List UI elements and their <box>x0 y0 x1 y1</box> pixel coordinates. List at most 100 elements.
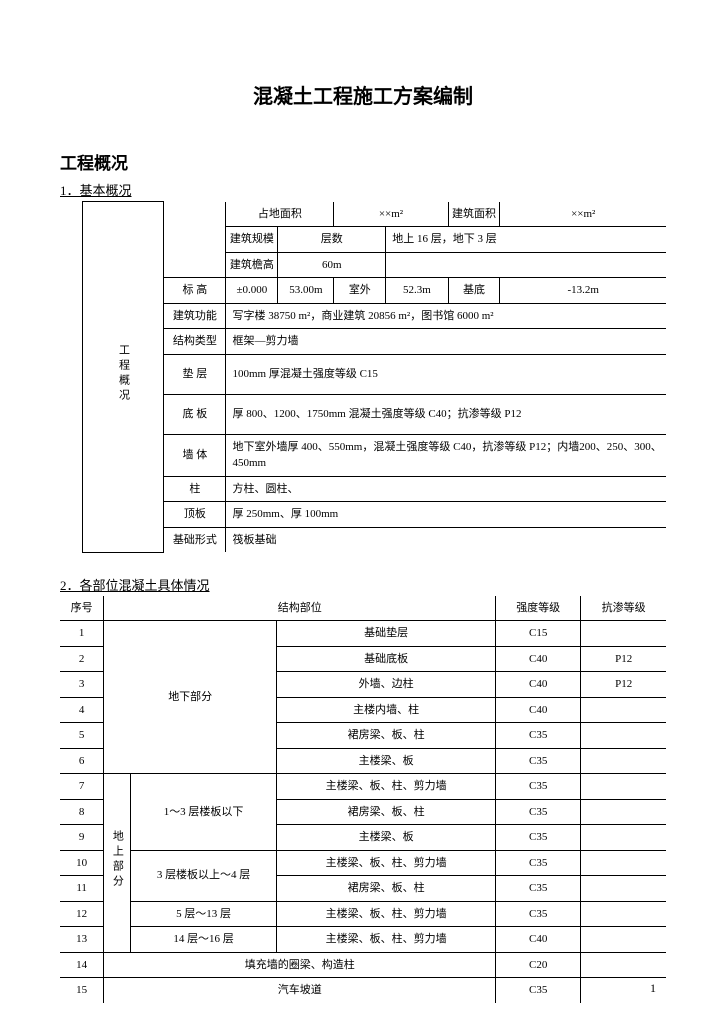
cell: ××m² <box>334 202 448 227</box>
cell <box>581 748 666 774</box>
cell: 方柱、圆柱、 <box>226 476 666 502</box>
section-heading: 工程概况 <box>60 149 666 174</box>
cell: 层数 <box>278 227 386 253</box>
cell: 1 <box>60 621 104 647</box>
scale-blank <box>164 202 226 278</box>
cell: ±0.000 <box>226 278 278 304</box>
cell: 顶板 <box>164 502 226 528</box>
cell: 基础底板 <box>277 646 496 672</box>
cell: 裙房梁、板、柱 <box>277 876 496 902</box>
cell <box>581 876 666 902</box>
cell: 写字楼 38750 m²，商业建筑 20856 m²，图书馆 6000 m² <box>226 303 666 329</box>
th-grade: 强度等级 <box>496 596 581 621</box>
cell: 7 <box>60 774 104 800</box>
cell: 4 <box>60 697 104 723</box>
detail-table: 序号 结构部位 强度等级 抗渗等级 1 地下部分 基础垫层 C15 2 基础底板… <box>60 596 666 1003</box>
cell: C35 <box>496 876 581 902</box>
cell: 基础垫层 <box>277 621 496 647</box>
page-number: 1 <box>650 981 656 996</box>
cell: 1～3 层楼板以下 <box>131 774 277 851</box>
cell: 柱 <box>164 476 226 502</box>
cell: 100mm 厚混凝土强度等级 C15 <box>226 354 666 394</box>
cell: 13 <box>60 927 104 953</box>
overview-table: 工程概况 占地面积 ××m² 建筑面积 ××m² 建筑规模 层数 地上 16 层… <box>60 201 666 553</box>
cell: 地上 16 层，地下 3 层 <box>386 227 666 253</box>
cell: 主楼内墙、柱 <box>277 697 496 723</box>
cell: P12 <box>581 672 666 698</box>
cell: 结构类型 <box>164 329 226 355</box>
cell: 墙 体 <box>164 434 226 476</box>
cell: 厚 800、1200、1750mm 混凝土强度等级 C40；抗渗等级 P12 <box>226 394 666 434</box>
cell: 2 <box>60 646 104 672</box>
cell: 基础形式 <box>164 527 226 552</box>
cell: 5 <box>60 723 104 749</box>
cell: 厚 250mm、厚 100mm <box>226 502 666 528</box>
cell: 地下室外墙厚 400、550mm，混凝土强度等级 C40，抗渗等级 P12；内墙… <box>226 434 666 476</box>
cell: 室外 <box>334 278 386 304</box>
cell: C35 <box>496 748 581 774</box>
cell <box>581 901 666 927</box>
cell: 建筑规模 <box>226 227 278 253</box>
cell: 垫 层 <box>164 354 226 394</box>
cell: 14 层～16 层 <box>131 927 277 953</box>
cell <box>581 825 666 851</box>
cell: 主楼梁、板、柱、剪力墙 <box>277 774 496 800</box>
blank-side <box>60 202 83 553</box>
cell: 10 <box>60 850 104 876</box>
cell: 14 <box>60 952 104 978</box>
cell: 主楼梁、板 <box>277 748 496 774</box>
cell: 8 <box>60 799 104 825</box>
cell: -13.2m <box>500 278 666 304</box>
cell: 主楼梁、板、柱、剪力墙 <box>277 927 496 953</box>
cell: ××m² <box>500 202 666 227</box>
cell: 裙房梁、板、柱 <box>277 723 496 749</box>
cell: 裙房梁、板、柱 <box>277 799 496 825</box>
cell: 6 <box>60 748 104 774</box>
cell: 建筑功能 <box>164 303 226 329</box>
cell <box>581 927 666 953</box>
sub-heading-1: 1．基本概况 <box>60 180 666 199</box>
cell <box>581 850 666 876</box>
cell: 框架—剪力墙 <box>226 329 666 355</box>
cell: C40 <box>496 646 581 672</box>
cell: C40 <box>496 672 581 698</box>
cell: 填充墙的圈梁、构造柱 <box>104 952 496 978</box>
cell <box>386 252 666 278</box>
th-part: 结构部位 <box>104 596 496 621</box>
cell: 3 层楼板以上～4 层 <box>131 850 277 901</box>
cell: 主楼梁、板 <box>277 825 496 851</box>
cell: 主楼梁、板、柱、剪力墙 <box>277 901 496 927</box>
cell: 15 <box>60 978 104 1003</box>
cell: 筏板基础 <box>226 527 666 552</box>
cell: 建筑面积 <box>448 202 500 227</box>
cell: 基底 <box>448 278 500 304</box>
cell: 标 高 <box>164 278 226 304</box>
cell: C35 <box>496 799 581 825</box>
cell <box>581 952 666 978</box>
th-perm: 抗渗等级 <box>581 596 666 621</box>
cell: 9 <box>60 825 104 851</box>
cell: C35 <box>496 901 581 927</box>
cell: 主楼梁、板、柱、剪力墙 <box>277 850 496 876</box>
cell: 外墙、边柱 <box>277 672 496 698</box>
cell <box>581 774 666 800</box>
cell: P12 <box>581 646 666 672</box>
cell: 60m <box>278 252 386 278</box>
cell: C35 <box>496 723 581 749</box>
cell: C15 <box>496 621 581 647</box>
cell: 52.3m <box>386 278 448 304</box>
cell <box>581 723 666 749</box>
th-no: 序号 <box>60 596 104 621</box>
cell: 底 板 <box>164 394 226 434</box>
label-above: 地上部分 <box>104 774 131 953</box>
cell: C35 <box>496 774 581 800</box>
cell: 汽车坡道 <box>104 978 496 1003</box>
sub-heading-2: 2．各部位混凝土具体情况 <box>60 575 666 594</box>
cell: C35 <box>496 825 581 851</box>
cell: 占地面积 <box>226 202 334 227</box>
cell <box>581 621 666 647</box>
label-underground: 地下部分 <box>104 621 277 774</box>
doc-title: 混凝土工程施工方案编制 <box>60 80 666 109</box>
cell: C20 <box>496 952 581 978</box>
cell: 建筑檐高 <box>226 252 278 278</box>
